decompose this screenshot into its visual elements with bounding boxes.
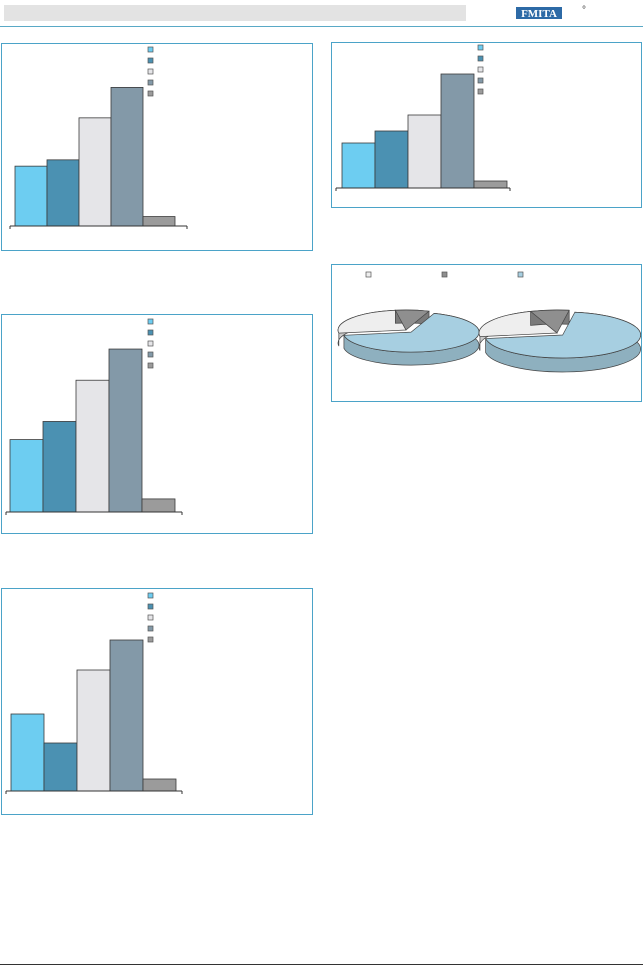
legend-swatch-5 — [477, 88, 484, 95]
bar-5 — [142, 216, 176, 227]
bar-chart-3 — [5, 592, 183, 794]
legend-swatch-1 — [477, 44, 484, 51]
pie-legend-swatch-1 — [365, 271, 372, 278]
header-bar — [4, 5, 466, 21]
legend-swatch-4 — [147, 351, 154, 358]
legend-swatch-5 — [147, 90, 154, 97]
bar-chart-panel-1 — [1, 43, 313, 251]
bar-4 — [109, 639, 144, 792]
pie-1-slice-1 — [337, 309, 407, 334]
bar-4 — [108, 348, 143, 513]
bar-5 — [473, 180, 508, 189]
legend-swatch-5 — [147, 362, 154, 369]
legend-swatch-3 — [477, 66, 484, 73]
legend-swatch-1 — [147, 46, 154, 53]
footer-rule — [0, 964, 643, 965]
bar-2 — [374, 130, 409, 189]
bar-1 — [14, 165, 48, 227]
pie-legend-swatch-3 — [517, 271, 524, 278]
legend-swatch-3 — [147, 614, 154, 621]
bar-4 — [110, 87, 144, 227]
pie-1 — [337, 309, 480, 366]
legend-swatch-4 — [147, 79, 154, 86]
bar-3 — [75, 379, 110, 513]
bar-4 — [440, 73, 475, 189]
legend-swatch-3 — [147, 68, 154, 75]
bar-3 — [76, 669, 111, 792]
pie-1-slice-3 — [343, 312, 480, 353]
legend-swatch-2 — [147, 603, 154, 610]
bar-1 — [10, 713, 45, 792]
bar-5 — [142, 778, 177, 792]
logo-text: FMITA — [521, 8, 557, 19]
pie-2-slice-3 — [485, 311, 641, 359]
bar-2 — [46, 159, 80, 227]
bar-3 — [407, 114, 442, 189]
legend-swatch-4 — [477, 77, 484, 84]
page-number: ° — [582, 5, 586, 16]
legend-swatch-2 — [147, 57, 154, 64]
bar-1 — [9, 439, 44, 513]
pie-chart-panel — [331, 264, 642, 402]
bar-chart-panel-2 — [1, 314, 313, 534]
header-rule — [0, 26, 643, 27]
bar-3 — [78, 117, 112, 227]
company-logo: FMITA — [516, 7, 562, 19]
bar-chart-2 — [5, 318, 183, 515]
pie-legend-swatch-2 — [441, 271, 448, 278]
pie-2-slice-2 — [529, 309, 570, 334]
pie-1-slice-2 — [394, 309, 430, 331]
bar-chart-4 — [335, 44, 511, 191]
legend-swatch-1 — [147, 318, 154, 325]
legend-swatch-4 — [147, 625, 154, 632]
pie-2 — [478, 309, 641, 373]
legend-swatch-2 — [147, 329, 154, 336]
bar-5 — [141, 498, 176, 513]
legend-swatch-2 — [477, 55, 484, 62]
bar-1 — [341, 142, 376, 189]
pie-chart — [337, 271, 641, 373]
legend-swatch-3 — [147, 340, 154, 347]
bar-chart-panel-3 — [1, 588, 313, 815]
legend-swatch-5 — [147, 636, 154, 643]
legend-swatch-1 — [147, 592, 154, 599]
bar-chart-1 — [9, 46, 188, 229]
bar-2 — [43, 742, 78, 792]
bar-2 — [42, 421, 77, 513]
bar-chart-panel-4 — [331, 42, 642, 208]
